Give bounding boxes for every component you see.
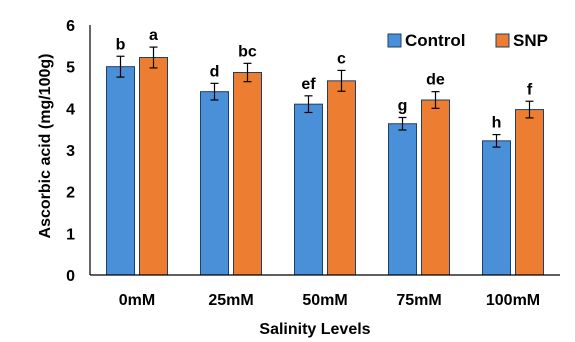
significance-letter: g xyxy=(398,98,408,115)
x-tick-label: 75mM xyxy=(396,292,441,309)
legend-label-control: Control xyxy=(405,31,465,50)
y-axis-label: Ascorbic acid (mg/100g) xyxy=(37,54,54,239)
legend-swatch-control xyxy=(387,33,402,48)
significance-letter: de xyxy=(426,72,445,89)
y-tick-label: 0 xyxy=(66,268,75,285)
x-tick-label: 100mM xyxy=(486,292,540,309)
significance-letter: f xyxy=(527,81,533,98)
bar-snp-100mm xyxy=(515,109,544,276)
bar-control-0mm xyxy=(106,66,135,276)
bar-snp-75mm xyxy=(421,99,450,276)
significance-letter: a xyxy=(149,27,158,44)
legend-label-snp: SNP xyxy=(513,31,548,50)
x-tick-label: 50mM xyxy=(302,292,347,309)
bar-control-25mm xyxy=(200,91,229,276)
bar-snp-25mm xyxy=(233,72,262,276)
x-tick-label: 25mM xyxy=(208,292,253,309)
bar-control-75mm xyxy=(388,123,417,276)
bar-control-50mm xyxy=(294,103,323,276)
x-tick-label: 0mM xyxy=(119,292,155,309)
legend: Control SNP xyxy=(387,31,548,50)
bar-snp-0mm xyxy=(139,57,168,276)
bar-snp-50mm xyxy=(327,80,356,276)
significance-letter: ef xyxy=(301,76,316,93)
plot-area: 0 1 2 3 4 5 6 b a 0mM d bc 25mM ef c 50mM g de 75mM h f 100mM xyxy=(66,18,560,309)
significance-letter: h xyxy=(492,115,502,132)
significance-letter: d xyxy=(210,63,220,80)
y-tick-label: 6 xyxy=(66,18,75,35)
y-tick-label: 4 xyxy=(66,101,75,118)
significance-letter: c xyxy=(337,50,346,67)
y-tick-label: 3 xyxy=(66,143,75,160)
significance-letter: bc xyxy=(238,43,257,60)
y-tick-label: 2 xyxy=(66,185,75,202)
y-tick-label: 1 xyxy=(66,226,75,243)
legend-swatch-snp xyxy=(495,33,510,48)
y-tick-label: 5 xyxy=(66,60,75,77)
bar-control-100mm xyxy=(482,140,511,276)
x-axis-label: Salinity Levels xyxy=(259,321,370,338)
significance-letter: b xyxy=(116,36,126,53)
